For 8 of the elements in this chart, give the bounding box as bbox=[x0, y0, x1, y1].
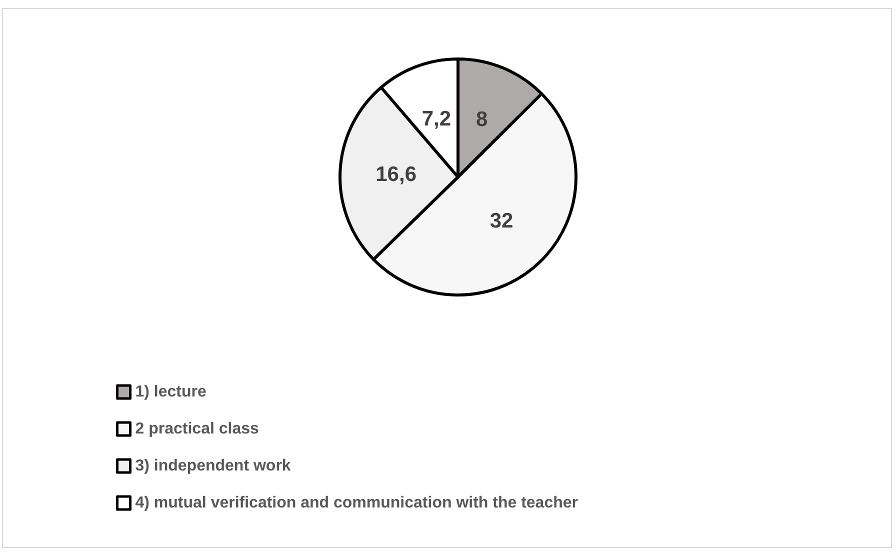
legend-label: 1) lecture bbox=[135, 384, 206, 400]
legend-label: 2 practical class bbox=[135, 420, 259, 438]
legend-label: 4) mutual verification and communication with the teacher bbox=[135, 494, 578, 512]
data-label: 32 bbox=[490, 210, 514, 233]
data-label: 16,6 bbox=[376, 162, 416, 186]
legend-label: 3) independent work bbox=[135, 458, 291, 474]
data-label: 7,2 bbox=[422, 107, 452, 130]
data-label: 8 bbox=[476, 108, 488, 132]
